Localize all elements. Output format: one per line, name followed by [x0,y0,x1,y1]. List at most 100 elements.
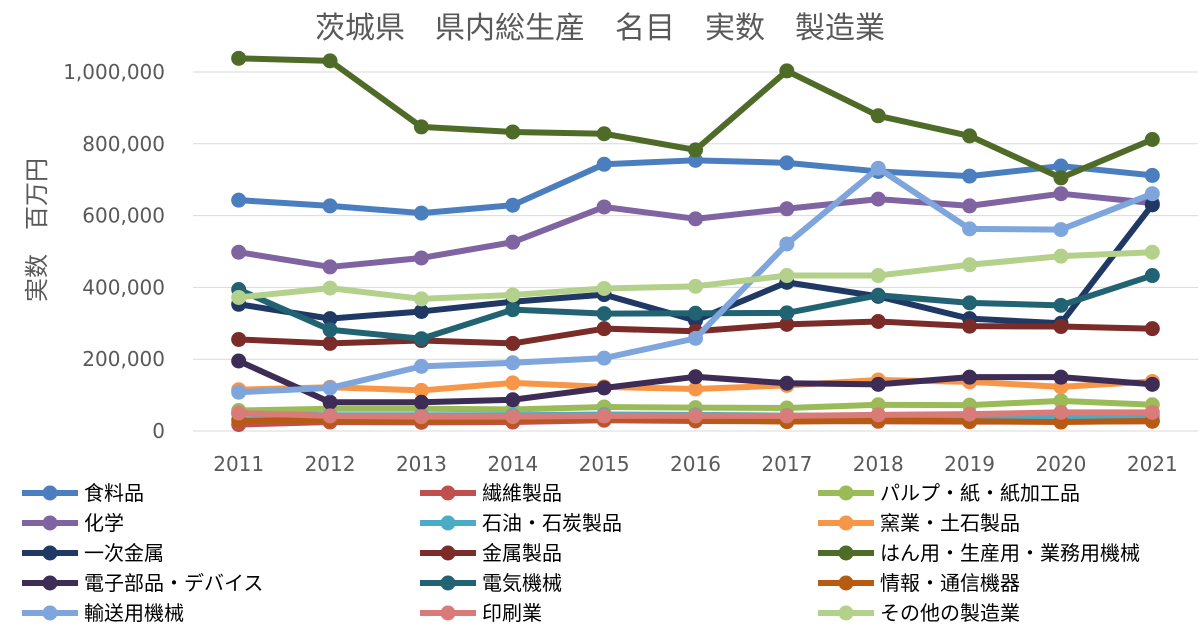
data-point [1144,244,1160,260]
data-point [870,191,886,207]
data-point [870,160,886,176]
data-point [962,406,978,422]
legend-marker [838,605,854,621]
legend-label: 電気機械 [482,571,562,595]
series [231,152,1160,221]
y-tick-label: 1,000,000 [63,60,165,84]
legend-label: 印刷業 [482,601,542,625]
data-point [596,408,612,424]
data-point [596,380,612,396]
data-point [231,331,247,347]
legend-label: パルプ・紙・紙加工品 [880,481,1080,505]
data-point [1053,158,1069,174]
legend-item: 石油・石炭製品 [420,511,622,535]
data-point [1144,197,1160,213]
data-point [596,156,612,172]
data-point [688,142,703,158]
legend-marker [838,515,854,531]
legend-item: 印刷業 [420,601,542,625]
data-point [962,198,978,214]
data-point [322,280,338,296]
y-tick-label: 200,000 [82,347,165,371]
x-tick-label: 2015 [579,452,630,476]
data-point [322,408,338,424]
legend-label: 食料品 [84,481,144,505]
data-point [413,205,429,221]
data-point [413,291,429,307]
data-point [870,268,886,284]
data-point [1053,404,1069,420]
legend-item: パルプ・紙・紙加工品 [818,481,1080,505]
data-point [231,50,247,66]
data-point [962,257,978,273]
legend-marker [42,575,58,591]
x-tick-label: 2014 [487,452,538,476]
legend-item: 繊維製品 [420,481,562,505]
legend-item: 情報・通信機器 [818,571,1020,595]
legend-label: 一次金属 [84,541,164,565]
data-point [962,369,978,385]
legend-label: その他の製造業 [880,601,1020,625]
legend-item: 窯業・土石製品 [818,511,1020,535]
x-tick-labels: 2011 2012 2013 2014 2015 2016 2017 2018 2019 2020… [213,452,1178,476]
data-point [688,330,703,346]
legend-label: はん用・生産用・業務用機械 [880,541,1140,565]
data-point [1053,248,1069,264]
legend-item: 電子部品・デバイス [22,571,263,595]
data-point [870,407,886,423]
data-point [962,221,978,237]
data-point [779,316,795,332]
legend-marker [42,515,58,531]
data-point [688,278,703,294]
data-point [1144,376,1160,392]
x-tick-label: 2013 [396,452,447,476]
legend-marker [42,485,58,501]
legend-marker [42,605,58,621]
data-point [779,155,795,171]
data-point [231,405,247,421]
data-point [1053,170,1069,186]
legend-marker [440,545,456,561]
legend-marker [440,485,456,501]
legend-item: その他の製造業 [818,601,1020,625]
legend-marker [440,515,456,531]
data-point [1144,186,1160,202]
data-point [322,394,338,410]
data-point [962,295,978,311]
data-point [1144,131,1160,147]
y-tick-labels: 0 200,000 400,000 600,000 800,000 1,000,000 [63,60,165,443]
data-point [870,314,886,330]
legend-item: 電気機械 [420,571,562,595]
x-tick-label: 2018 [853,452,904,476]
data-point [779,408,795,424]
series [231,50,1160,186]
data-point [779,63,795,79]
legend-item: 一次金属 [22,541,164,565]
data-point [505,409,521,425]
data-point [1053,369,1069,385]
data-point [505,302,521,318]
data-point [231,353,247,369]
data-point [505,375,521,391]
data-point [1053,393,1069,409]
data-point [413,409,429,425]
data-point [322,198,338,214]
chart-title: 茨城県 県内総生産 名目 実数 製造業 [315,11,885,46]
data-point [505,287,521,303]
data-point [1144,167,1160,183]
legend-marker [42,545,58,561]
data-point [505,355,521,371]
legend-label: 窯業・土石製品 [880,511,1020,535]
legend-item: はん用・生産用・業務用機械 [818,541,1140,565]
data-point [688,152,703,168]
data-point [779,305,795,321]
y-tick-label: 400,000 [82,275,165,299]
data-point [231,289,247,305]
legend-label: 金属製品 [482,541,562,565]
legend-marker [440,575,456,591]
legend-marker [838,575,854,591]
x-tick-label: 2020 [1036,452,1087,476]
data-point [505,392,521,408]
